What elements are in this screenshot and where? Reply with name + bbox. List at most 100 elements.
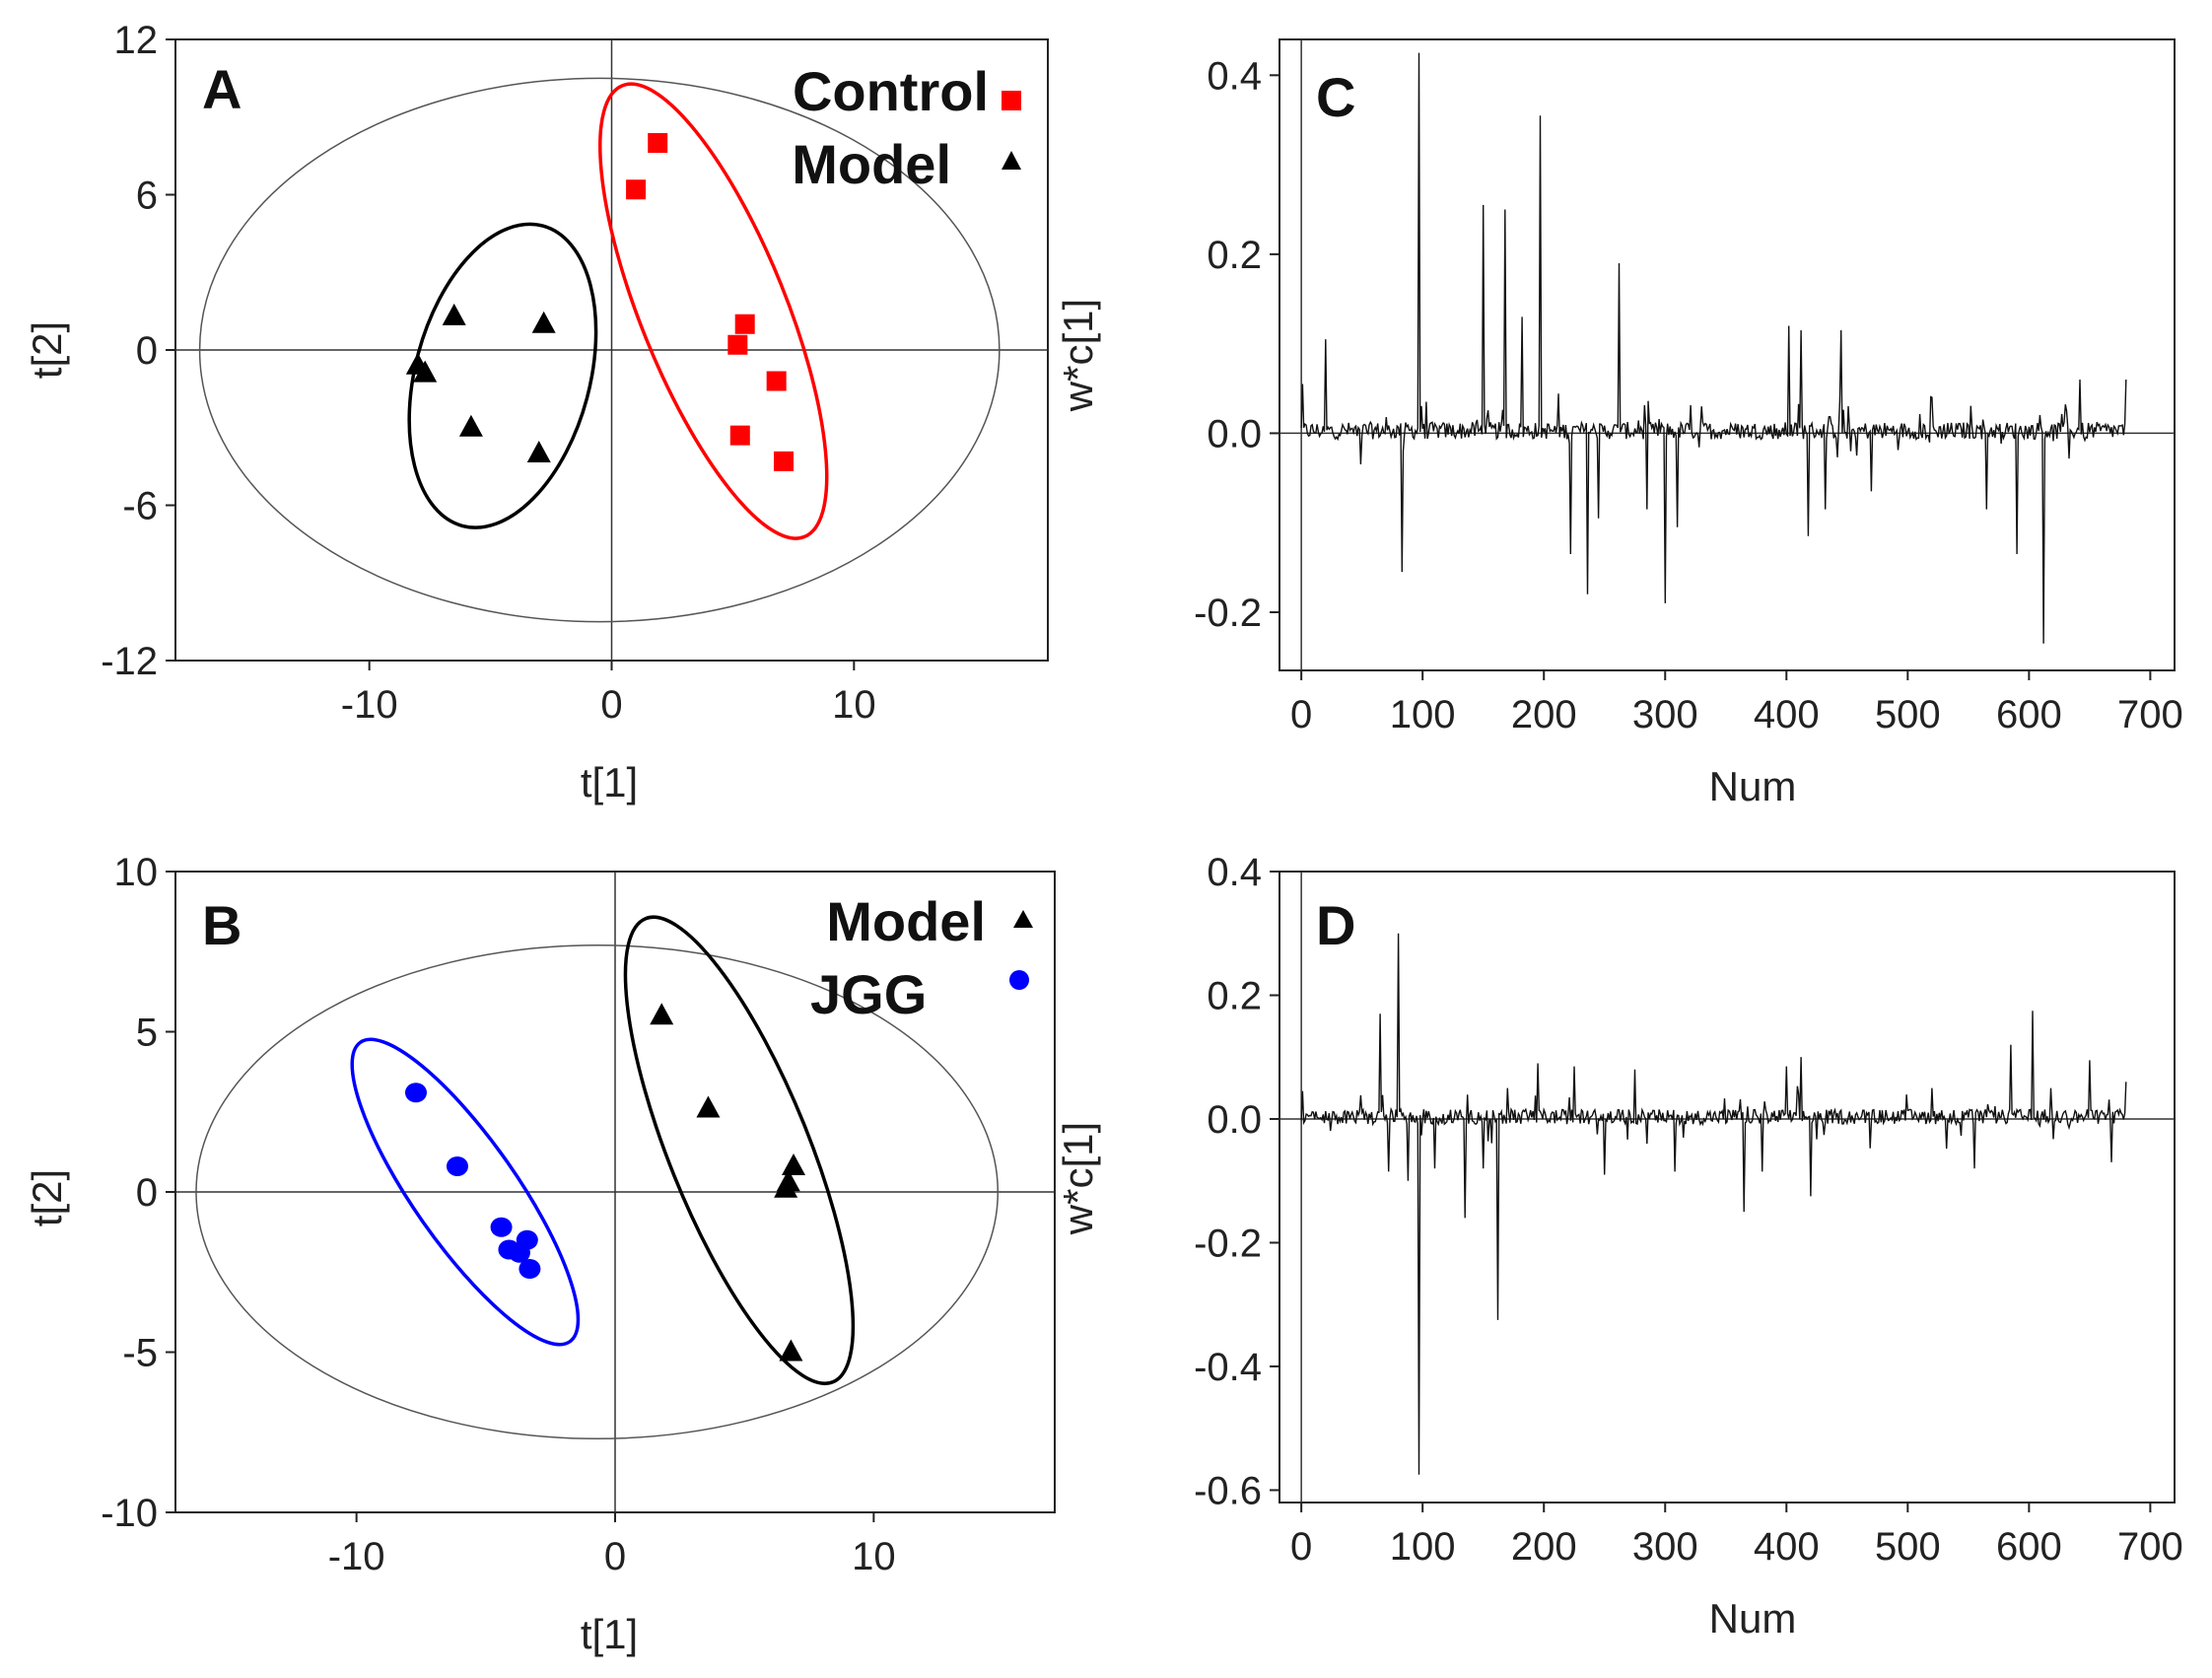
panel-b-xtick-label: 0 — [604, 1535, 626, 1578]
panel-d-ytick-label: -0.4 — [1194, 1346, 1262, 1389]
panel-b-legend-marker-model — [1013, 910, 1033, 928]
panel-b-legend-marker-jgg — [1009, 970, 1029, 990]
panel-a-model-group-ellipse — [407, 222, 598, 529]
panel-a-model-point — [442, 303, 466, 325]
panel-b-xtick-label: -10 — [328, 1535, 385, 1578]
panel-a-control-point — [648, 133, 668, 153]
panel-d-xtick-label: 400 — [1754, 1525, 1820, 1569]
panel-b-letter: B — [202, 894, 242, 956]
panel-b-hotelling-ellipse — [195, 944, 1000, 1439]
panel-b-ytick-label: 5 — [136, 1012, 158, 1055]
panel-b-jgg-point — [446, 1156, 468, 1176]
panel-a-xtick-label: 0 — [600, 683, 622, 727]
panel-c-plot: 0 100 200 300 400 500 600 700 0.4 0.2 0.0 -0.2 — [1194, 39, 2183, 736]
panel-d-ytick-label: 0.4 — [1207, 851, 1262, 894]
panel-b-model-group-ellipse — [623, 915, 856, 1386]
panel-a-ytick-label: -6 — [122, 485, 158, 528]
panel-a-legend-marker-model — [1002, 151, 1021, 170]
panel-c-frame — [1279, 38, 2176, 671]
panel-d-plot: 0 100 200 300 400 500 600 700 0.4 0.2 0.0 -0.2 -0.4 -… — [1194, 851, 2183, 1569]
panel-a-ytick-label: -12 — [101, 640, 158, 683]
panel-b-model-point — [779, 1339, 803, 1362]
panel-a-legend-label-0: Control — [793, 60, 989, 122]
panel-a-model-point — [526, 441, 551, 462]
panel-b-ytick-label: -5 — [122, 1332, 158, 1375]
panel-b: -10 0 10 10 5 0 -5 -10 B t[1] t[2] Model JGG — [24, 851, 1056, 1657]
panel-b-ylabel: t[2] — [24, 1169, 70, 1226]
panel-a-control-point — [626, 179, 647, 200]
panel-d-xtick-label: 600 — [1996, 1525, 2062, 1569]
panel-b-ytick-label: 10 — [114, 851, 159, 894]
panel-a-control-point — [729, 425, 750, 446]
panel-b-jgg-group-ellipse — [350, 1037, 581, 1347]
panel-a-model-point — [458, 414, 483, 437]
panel-a-control-point — [774, 451, 795, 471]
panel-b-ytick-label: 0 — [136, 1171, 158, 1215]
panel-c-ytick-label: -0.2 — [1194, 592, 1262, 635]
panel-c-ytick-label: 0.2 — [1207, 234, 1262, 277]
panel-a-model-point — [413, 360, 438, 383]
panel-d-xtick-label: 500 — [1875, 1525, 1941, 1569]
panel-b-model-point — [650, 1003, 674, 1025]
panel-d-xtick-label: 100 — [1390, 1525, 1456, 1569]
panel-c-xtick-label: 100 — [1390, 693, 1456, 736]
panel-a-ylabel: t[2] — [24, 321, 70, 379]
panel-c-xtick-label: 700 — [2117, 693, 2183, 736]
panel-b-ytick-label: -10 — [101, 1492, 158, 1535]
panel-b-legend-label-0: Model — [826, 890, 986, 952]
panel-a-legend-label-1: Model — [792, 133, 951, 195]
panel-c-ytick-label: 0.4 — [1207, 54, 1262, 98]
panel-b-jgg-point — [490, 1217, 513, 1237]
panel-a-ytick-label: 6 — [136, 175, 158, 218]
panel-a-plot: -10 0 10 12 6 0 -6 -12 — [101, 19, 1048, 727]
panel-b-jgg-point — [404, 1083, 427, 1103]
panel-d-xtick-label: 200 — [1511, 1525, 1577, 1569]
panel-d-ytick-label: 0.0 — [1207, 1098, 1262, 1142]
panel-d-ytick-label: -0.2 — [1194, 1222, 1262, 1265]
panel-d-ytick-label: -0.6 — [1194, 1469, 1262, 1512]
panel-b-xlabel: t[1] — [581, 1611, 638, 1657]
panel-b-model-point — [696, 1095, 721, 1118]
panel-a-letter: A — [202, 58, 242, 120]
panel-c-loadings-line — [1300, 52, 2127, 644]
panel-a-control-point — [734, 314, 755, 334]
panel-a-model-point — [531, 311, 556, 333]
panel-a-control-point — [727, 334, 748, 355]
panel-c-xtick-label: 0 — [1290, 693, 1312, 736]
panel-d-ylabel: w*c[1] — [1055, 1122, 1101, 1235]
panel-c-xtick-label: 600 — [1996, 693, 2062, 736]
panel-d: 0 100 200 300 400 500 600 700 0.4 0.2 0.0 -0.2 -0.4 -… — [1055, 851, 2183, 1642]
panel-a-ytick-label: 12 — [114, 19, 159, 62]
panel-c-xtick-label: 200 — [1511, 693, 1577, 736]
panel-d-frame — [1279, 871, 2176, 1503]
panel-c-letter: C — [1316, 66, 1355, 128]
panel-a-hotelling-ellipse — [198, 77, 1001, 623]
panel-b-model-point — [776, 1169, 800, 1192]
panel-b-jgg-point — [516, 1229, 538, 1250]
panel-b-jgg-point — [518, 1259, 541, 1279]
panel-a-xtick-label: -10 — [341, 683, 398, 727]
panel-a-xtick-label: 10 — [832, 683, 876, 727]
panel-c-xtick-label: 500 — [1875, 693, 1941, 736]
panel-d-xlabel: Num — [1709, 1595, 1797, 1642]
panel-c-xtick-label: 400 — [1754, 693, 1820, 736]
panel-d-ytick-label: 0.2 — [1207, 974, 1262, 1017]
panel-b-plot: -10 0 10 10 5 0 -5 -10 — [101, 851, 1055, 1578]
panel-a-control-group-ellipse — [598, 82, 829, 540]
panel-b-legend-label-1: JGG — [810, 963, 927, 1025]
panel-a-ytick-label: 0 — [136, 329, 158, 373]
panel-d-loadings-line — [1300, 933, 2127, 1475]
panel-d-xtick-label: 300 — [1632, 1525, 1698, 1569]
panel-c-ylabel: w*c[1] — [1055, 299, 1101, 412]
panel-c-xtick-label: 300 — [1632, 693, 1698, 736]
panel-d-xtick-label: 0 — [1290, 1525, 1312, 1569]
panel-a-control-point — [766, 371, 787, 391]
panel-c-ytick-label: 0.0 — [1207, 412, 1262, 455]
panel-d-xtick-label: 700 — [2117, 1525, 2183, 1569]
panel-b-model-point — [782, 1154, 806, 1175]
panel-a: -10 0 10 12 6 0 -6 -12 A t[1] t[2] Control Mode… — [24, 19, 1049, 805]
panel-a-xlabel: t[1] — [581, 759, 638, 805]
panel-c: 0 100 200 300 400 500 600 700 0.4 0.2 0.0 -0.2 C Nu… — [1055, 38, 2183, 809]
panel-d-letter: D — [1316, 894, 1355, 956]
